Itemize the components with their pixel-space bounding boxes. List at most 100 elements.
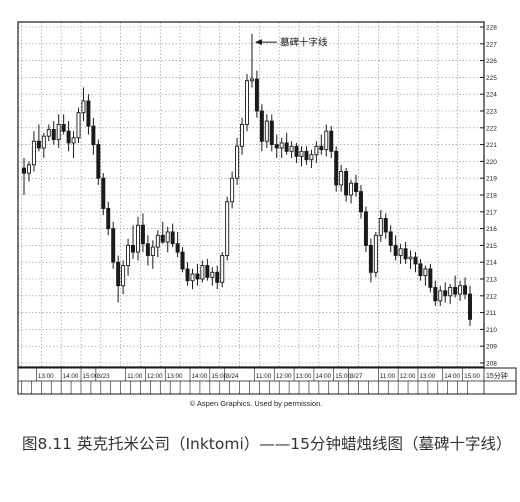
chart-figure: 208 209 210 211 212 213 214 215 216 217 218 219 220 2… xyxy=(17,21,517,408)
x-tick-label: 15:00 xyxy=(211,373,227,380)
y-tick-label: 221 xyxy=(486,142,497,149)
x-tick-label: 11:00 xyxy=(380,373,396,380)
candle-body-up xyxy=(408,256,413,260)
candle-body-down xyxy=(61,123,66,132)
candle-body-down xyxy=(180,251,185,270)
candle-body-down xyxy=(36,140,41,149)
candle-body-up xyxy=(448,286,453,297)
x-tick-label: 15:00 xyxy=(335,373,351,380)
y-axis-ticks: 208 209 210 211 212 213 214 215 216 217 218 219 220 2… xyxy=(480,25,497,368)
candle-body-down xyxy=(86,100,91,127)
x-tick-label: 13:00 xyxy=(419,373,435,380)
candle-body-down xyxy=(319,145,324,151)
candle-body-down xyxy=(443,290,448,297)
candle-body-down xyxy=(96,144,101,179)
candle-body-down xyxy=(304,150,309,161)
candle-body-down xyxy=(259,110,264,142)
candle-body-down xyxy=(354,182,359,193)
candle-body-down xyxy=(363,211,368,246)
candle-body-down xyxy=(433,286,438,302)
candle-body-down xyxy=(274,144,279,149)
candle-body-down xyxy=(91,125,96,146)
candle-body-down xyxy=(215,271,220,283)
candle-body-up xyxy=(150,246,155,256)
candle-body-up xyxy=(220,255,225,283)
y-tick-label: 222 xyxy=(486,125,497,132)
candle-body-down xyxy=(358,191,363,213)
x-tick-label: 13:00 xyxy=(296,373,312,380)
candle-body-down xyxy=(22,167,26,174)
candle-body-up xyxy=(245,80,249,125)
candle-body-up xyxy=(210,271,215,278)
x-tick-label: 14:00 xyxy=(192,373,208,380)
candle-body-up xyxy=(235,145,240,179)
candle-body-up xyxy=(155,234,160,248)
scale-strip xyxy=(17,367,517,395)
candle-body-down xyxy=(334,150,339,186)
candle-body-down xyxy=(468,293,472,320)
candle-body-up xyxy=(200,265,205,280)
candle-body-up xyxy=(314,145,319,156)
candle-body-up xyxy=(289,145,294,152)
y-tick-label: 214 xyxy=(486,260,497,267)
y-tick-label: 218 xyxy=(486,193,497,200)
candle-body-down xyxy=(463,285,468,295)
y-tick-label: 215 xyxy=(486,243,497,250)
candle-body-up xyxy=(135,224,140,253)
candle-body-up xyxy=(41,135,46,149)
candle-body-down xyxy=(368,244,373,273)
candle-body-down xyxy=(106,207,111,230)
candle-body-down xyxy=(388,231,393,246)
y-tick-label: 216 xyxy=(486,226,497,233)
figure-caption: 图8.11 英克托米公司（Inktomi）——15分钟蜡烛线图（墓碑十字线） xyxy=(22,435,512,453)
candle-body-up xyxy=(398,248,403,256)
candle-body-up xyxy=(31,140,36,166)
candle-body-up xyxy=(126,244,131,267)
candle-body-down xyxy=(413,256,418,265)
annotation-label: 墓碑十字线 xyxy=(280,37,328,49)
grid-lines xyxy=(18,22,484,367)
x-tick-label: 11:00 xyxy=(256,373,272,380)
y-tick-label: 213 xyxy=(486,277,497,284)
candle-body-up xyxy=(240,123,245,147)
candle-body-down xyxy=(254,78,259,112)
candle-body-down xyxy=(403,248,408,260)
candle-body-down xyxy=(145,243,150,256)
x-tick-label: 13:00 xyxy=(167,373,183,380)
x-tick-label: 14:00 xyxy=(315,373,331,380)
candle-body-up xyxy=(230,177,235,203)
y-tick-label: 219 xyxy=(486,176,497,183)
x-tick-label: 11:00 xyxy=(127,373,143,380)
annotation-arrow-head xyxy=(254,39,262,46)
candle-body-down xyxy=(175,243,180,253)
candle-body-down xyxy=(294,145,299,157)
candle-body-up xyxy=(324,130,329,151)
x-tick-label: 12:00 xyxy=(400,373,416,380)
candle-body-down xyxy=(383,218,388,233)
x-tick-label: 3/23 xyxy=(97,373,110,380)
candle-body-up xyxy=(225,201,230,256)
candle-body-down xyxy=(284,142,289,152)
candle-body-up xyxy=(71,137,76,144)
y-tick-label: 226 xyxy=(486,58,497,65)
y-tick-label: 209 xyxy=(486,344,497,351)
candle-body-up xyxy=(339,171,344,186)
candle-body-up xyxy=(249,78,254,82)
x-tick-label: 12:00 xyxy=(147,373,163,380)
candle-body-down xyxy=(101,177,106,209)
candle-body-down xyxy=(195,273,200,280)
candle-body-down xyxy=(140,224,145,245)
annotation: 墓碑十字线 xyxy=(254,37,328,49)
y-tick-label: 224 xyxy=(486,92,497,99)
y-tick-label: 212 xyxy=(486,293,497,300)
candle-body-up xyxy=(299,150,304,157)
y-tick-label: 223 xyxy=(486,109,497,116)
y-tick-label: 227 xyxy=(486,41,497,48)
candle-body-up xyxy=(121,265,126,287)
candle-body-down xyxy=(329,130,334,152)
credit-line: © Aspen Graphics. Used by permission. xyxy=(190,399,323,408)
candle-body-up xyxy=(56,123,61,141)
x-axis: 13:00 14:00 15:00 3/23 11:00 12:00 13:00 14:00 1… xyxy=(36,368,508,381)
candle-body-down xyxy=(344,171,349,196)
candle-body-up xyxy=(165,231,170,243)
